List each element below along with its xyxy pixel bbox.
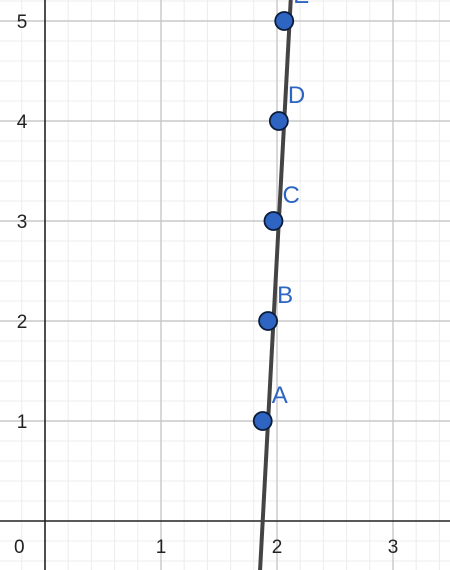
x-tick-label: 2 [272,537,283,558]
origin-label: 0 [14,537,25,558]
point-b[interactable] [258,311,278,331]
point-label-a: A [272,382,288,409]
point-d[interactable] [268,111,289,131]
line-layer [258,0,293,570]
point-a[interactable] [252,411,273,431]
point-c[interactable] [263,211,284,231]
y-tick-label: 3 [17,212,28,233]
y-tick-label: 2 [17,312,28,333]
point-label-e: E [293,0,309,9]
point-label-d: D [288,82,305,109]
tick-labels: 0 1 2 3 1 2 3 4 5 [14,12,398,558]
y-tick-label: 4 [17,112,28,133]
y-tick-label: 1 [17,412,28,433]
y-tick-label: 5 [17,12,28,33]
fitted-line[interactable] [258,0,293,570]
x-tick-label: 1 [156,537,167,558]
points-layer: A B C D E [252,0,309,431]
point-label-c: C [282,182,299,209]
point-label-b: B [277,282,293,309]
point-e[interactable] [274,11,295,31]
x-tick-label: 3 [388,537,399,558]
